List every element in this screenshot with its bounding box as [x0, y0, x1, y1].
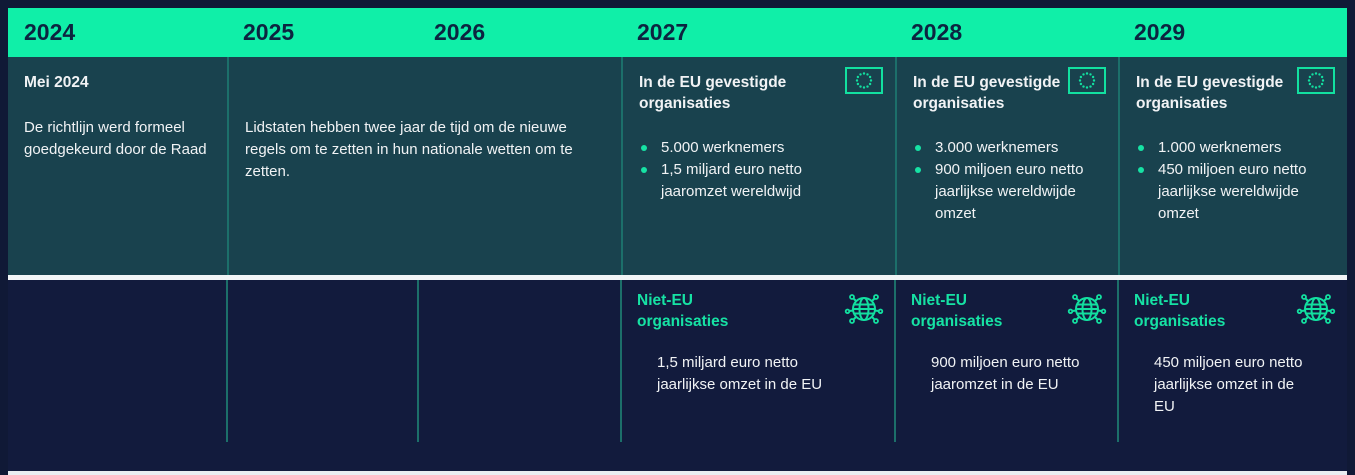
year-header-2029: 2029: [1134, 19, 1186, 45]
non-eu-cell-body: 450 miljoen euro netto jaarlijkse omzet …: [1154, 354, 1303, 415]
bullet-text: 5.000 werknemers: [661, 139, 785, 156]
milestone-title: Mei 2024: [24, 74, 89, 91]
non-eu-cell-2027: Niet-EU organisaties 1,5 miljard euro ne…: [620, 280, 895, 475]
requirements-list: 5.000 werknemers 1,5 miljard euro netto …: [639, 137, 879, 203]
bullet-icon: [915, 145, 921, 151]
list-item: 5.000 werknemers: [639, 137, 879, 159]
year-header-2027: 2027: [637, 19, 689, 45]
non-eu-cell-title: Niet-EU organisaties: [637, 292, 729, 330]
bullet-text: 3.000 werknemers: [935, 139, 1059, 156]
bullet-icon: [641, 145, 647, 151]
milestone-body: De richtlijn werd formeel goedgekeurd do…: [24, 119, 207, 158]
empty-cell-2024: [8, 280, 227, 475]
bullet-text: 1,5 miljard euro netto jaaromzet wereldw…: [661, 161, 802, 200]
requirements-list: 3.000 werknemers 900 miljoen euro netto …: [913, 137, 1102, 225]
eu-cell-title: In de EU gevestigde organisaties: [913, 74, 1061, 112]
eu-cell-title: In de EU gevestigde organisaties: [639, 74, 787, 112]
eu-cell-2028: In de EU gevestigde organisaties 3.000 w…: [895, 57, 1118, 275]
eu-flag-icon: [845, 67, 883, 94]
empty-cell-2025: [226, 280, 418, 475]
bullet-icon: [641, 167, 647, 173]
non-eu-cell-title: Niet-EU organisaties: [1134, 292, 1226, 330]
globe-network-icon: [1066, 288, 1108, 330]
bullet-icon: [915, 167, 921, 173]
column-divider: [417, 280, 419, 442]
column-divider: [1117, 280, 1119, 442]
transposition-body: Lidstaten hebben twee jaar de tijd om de…: [245, 119, 573, 180]
requirements-list: 1.000 werknemers 450 miljoen euro netto …: [1136, 137, 1331, 225]
list-item: 1,5 miljard euro netto jaaromzet wereldw…: [639, 159, 879, 203]
bullet-text: 450 miljoen euro netto jaarlijkse wereld…: [1158, 161, 1307, 222]
eu-flag-icon: [1068, 67, 1106, 94]
non-eu-cell-2029: Niet-EU organisaties 450 miljoen euro ne…: [1117, 280, 1347, 475]
eu-cell-2027: In de EU gevestigde organisaties 5.000 w…: [621, 57, 895, 275]
column-divider: [620, 280, 622, 442]
bottom-border-line: [8, 471, 1347, 475]
list-item: 3.000 werknemers: [913, 137, 1102, 159]
list-item: 900 miljoen euro netto jaarlijkse wereld…: [913, 159, 1102, 225]
globe-network-icon: [843, 288, 885, 330]
non-eu-cell-body: 1,5 miljard euro netto jaarlijkse omzet …: [657, 354, 823, 393]
year-header-2025: 2025: [243, 19, 295, 45]
bullet-text: 900 miljoen euro netto jaarlijkse wereld…: [935, 161, 1084, 222]
year-header-2026: 2026: [434, 19, 486, 45]
transposition-cell-2025-2026: Lidstaten hebben twee jaar de tijd om de…: [227, 57, 621, 275]
non-eu-cell-title: Niet-EU organisaties: [911, 292, 1003, 330]
milestone-cell-2024: Mei 2024 De richtlijn werd formeel goedg…: [8, 57, 227, 275]
year-header-2028: 2028: [911, 19, 963, 45]
eu-cell-title: In de EU gevestigde organisaties: [1136, 74, 1284, 112]
column-divider: [894, 280, 896, 442]
list-item: 1.000 werknemers: [1136, 137, 1331, 159]
eu-cell-2029: In de EU gevestigde organisaties 1.000 w…: [1118, 57, 1347, 275]
section-divider: [8, 275, 1347, 280]
eu-organisations-row: Mei 2024 De richtlijn werd formeel goedg…: [8, 57, 1347, 275]
list-item: 450 miljoen euro netto jaarlijkse wereld…: [1136, 159, 1331, 225]
bullet-icon: [1138, 167, 1144, 173]
globe-network-icon: [1295, 288, 1337, 330]
year-header-row: 2024 2025 2026 2027 2028 2029: [8, 8, 1347, 57]
non-eu-cell-body: 900 miljoen euro netto jaaromzet in de E…: [931, 354, 1080, 393]
empty-cell-2026: [417, 280, 621, 475]
column-divider: [226, 280, 228, 442]
bullet-icon: [1138, 145, 1144, 151]
non-eu-organisations-row: Niet-EU organisaties 1,5 miljard euro ne…: [8, 280, 1347, 475]
year-header-2024: 2024: [24, 19, 76, 45]
non-eu-cell-2028: Niet-EU organisaties 900 miljoen euro ne…: [894, 280, 1118, 475]
eu-flag-icon: [1297, 67, 1335, 94]
timeline-table: 2024 2025 2026 2027 2028 2029 Mei 2024 D…: [8, 8, 1347, 475]
bullet-text: 1.000 werknemers: [1158, 139, 1282, 156]
